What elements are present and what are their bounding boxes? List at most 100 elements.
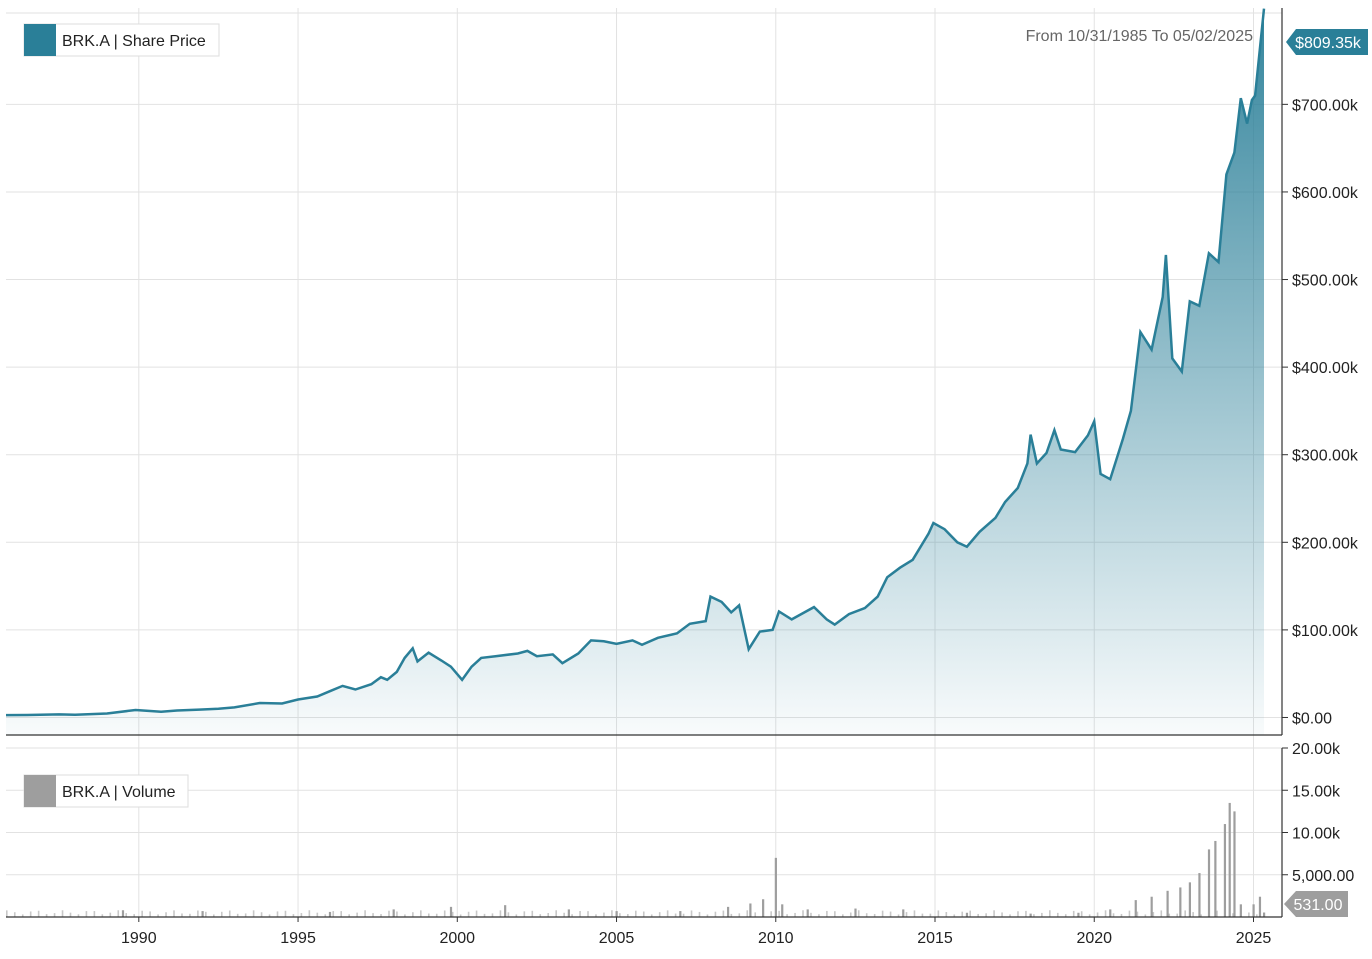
volume-bar: [189, 913, 191, 917]
volume-bar: [1017, 911, 1019, 917]
volume-bar: [563, 912, 565, 917]
volume-bar: [499, 910, 502, 917]
volume-bar: [603, 912, 605, 917]
volume-bar: [141, 910, 143, 917]
volume-bar: [905, 912, 908, 917]
volume-bar: [1077, 912, 1080, 917]
volume-bar: [913, 910, 916, 917]
volume-bar: [1049, 910, 1051, 917]
volume-bar: [1096, 912, 1099, 917]
volume-bar: [1232, 913, 1234, 917]
volume-bar: [236, 913, 239, 917]
volume-bar: [746, 910, 749, 917]
volume-bar: [690, 910, 693, 917]
x-tick-label: 2005: [599, 930, 635, 947]
price-legend-label: BRK.A | Share Price: [62, 33, 206, 50]
volume-bar: [889, 911, 892, 917]
volume-bar: [45, 914, 48, 917]
volume-bar: [451, 911, 454, 917]
volume-bar: [881, 910, 884, 917]
volume-bar: [531, 910, 534, 917]
volume-bar: [109, 912, 112, 917]
volume-y-tick-labels: 5,000.00 10.00k 15.00k 20.00k: [1292, 741, 1354, 885]
volume-bar: [396, 911, 398, 917]
volume-bar: [722, 910, 725, 917]
volume-bar: [228, 910, 231, 917]
volume-bar: [615, 911, 618, 917]
volume-bar: [849, 912, 852, 917]
volume-bar: [173, 910, 175, 917]
volume-bar: [730, 913, 733, 917]
volume-bar: [961, 911, 964, 917]
volume-bar: [802, 910, 804, 917]
volume-y-tick-label: 5,000.00: [1292, 868, 1354, 885]
volume-bar: [1258, 896, 1262, 917]
volume-bar: [770, 911, 772, 917]
volume-bar: [902, 909, 905, 917]
x-tick-label: 2015: [917, 930, 953, 947]
volume-bar: [1136, 911, 1139, 917]
volume-bar: [658, 912, 661, 917]
volume-bar: [1160, 910, 1163, 917]
volume-bar: [1072, 910, 1075, 917]
volume-bar: [459, 914, 462, 917]
volume-bar: [738, 913, 741, 917]
volume-bar: [842, 914, 844, 917]
volume-bar: [37, 910, 40, 917]
volume-bar: [1200, 914, 1202, 917]
volume-bar: [165, 912, 167, 917]
price-y-tick-label: $200.00k: [1292, 535, 1359, 552]
volume-bar: [1248, 912, 1250, 917]
volume-bar: [201, 911, 204, 917]
volume-bar: [794, 912, 796, 917]
volume-bar: [491, 913, 494, 917]
volume-bar: [101, 914, 104, 917]
x-tick-label: 2025: [1236, 930, 1272, 947]
volume-bar: [953, 914, 956, 917]
volume-bar: [85, 911, 88, 917]
volume-bar: [205, 911, 207, 917]
volume-legend[interactable]: BRK.A | Volume: [23, 774, 189, 808]
volume-bar: [420, 910, 422, 917]
price-y-tick-label: $0.00: [1292, 710, 1332, 727]
x-tick-label: 1990: [121, 930, 157, 947]
x-tick-label: 2000: [439, 930, 475, 947]
volume-bar: [157, 914, 159, 917]
price-legend[interactable]: BRK.A | Share Price: [23, 23, 220, 57]
volume-bar: [515, 914, 518, 917]
volume-bar: [1166, 890, 1169, 917]
volume-bar: [1233, 811, 1236, 917]
price-series-line: [5, 8, 1266, 717]
volume-bar: [6, 910, 8, 917]
volume-bar: [125, 913, 128, 917]
volume-bar: [834, 911, 836, 917]
volume-bar: [372, 913, 374, 917]
volume-bar: [1184, 910, 1186, 917]
volume-bar: [388, 910, 390, 917]
x-tick-labels: 1990 1995 2000 2005 2010 2015 2020 2025: [121, 930, 1271, 947]
volume-y-tick-label: 15.00k: [1292, 783, 1341, 800]
volume-bar: [284, 910, 287, 917]
volume-bar: [1150, 896, 1153, 917]
volume-bar: [324, 914, 327, 917]
volume-bar: [1104, 910, 1107, 917]
volume-bar: [1144, 914, 1147, 917]
volume-bar: [483, 913, 486, 917]
price-y-tick-labels: $0.00 $100.00k $200.00k $300.00k $400.00k $50…: [1292, 97, 1359, 727]
volume-bar: [1252, 904, 1255, 917]
volume-bar: [523, 911, 526, 917]
volume-bar: [567, 909, 570, 917]
volume-bar: [897, 914, 900, 917]
volume-bar: [1176, 913, 1179, 917]
volume-bar: [1216, 910, 1218, 917]
volume-bar: [985, 913, 987, 917]
volume-bar: [21, 914, 24, 917]
volume-bar: [435, 913, 438, 917]
volume-bar: [937, 910, 940, 917]
volume-bar: [1033, 914, 1035, 917]
volume-bar: [865, 913, 868, 917]
volume-bar: [1214, 840, 1217, 917]
volume-bar: [392, 909, 395, 917]
volume-bar: [77, 914, 80, 917]
price-y-tick-label: $500.00k: [1292, 273, 1359, 290]
